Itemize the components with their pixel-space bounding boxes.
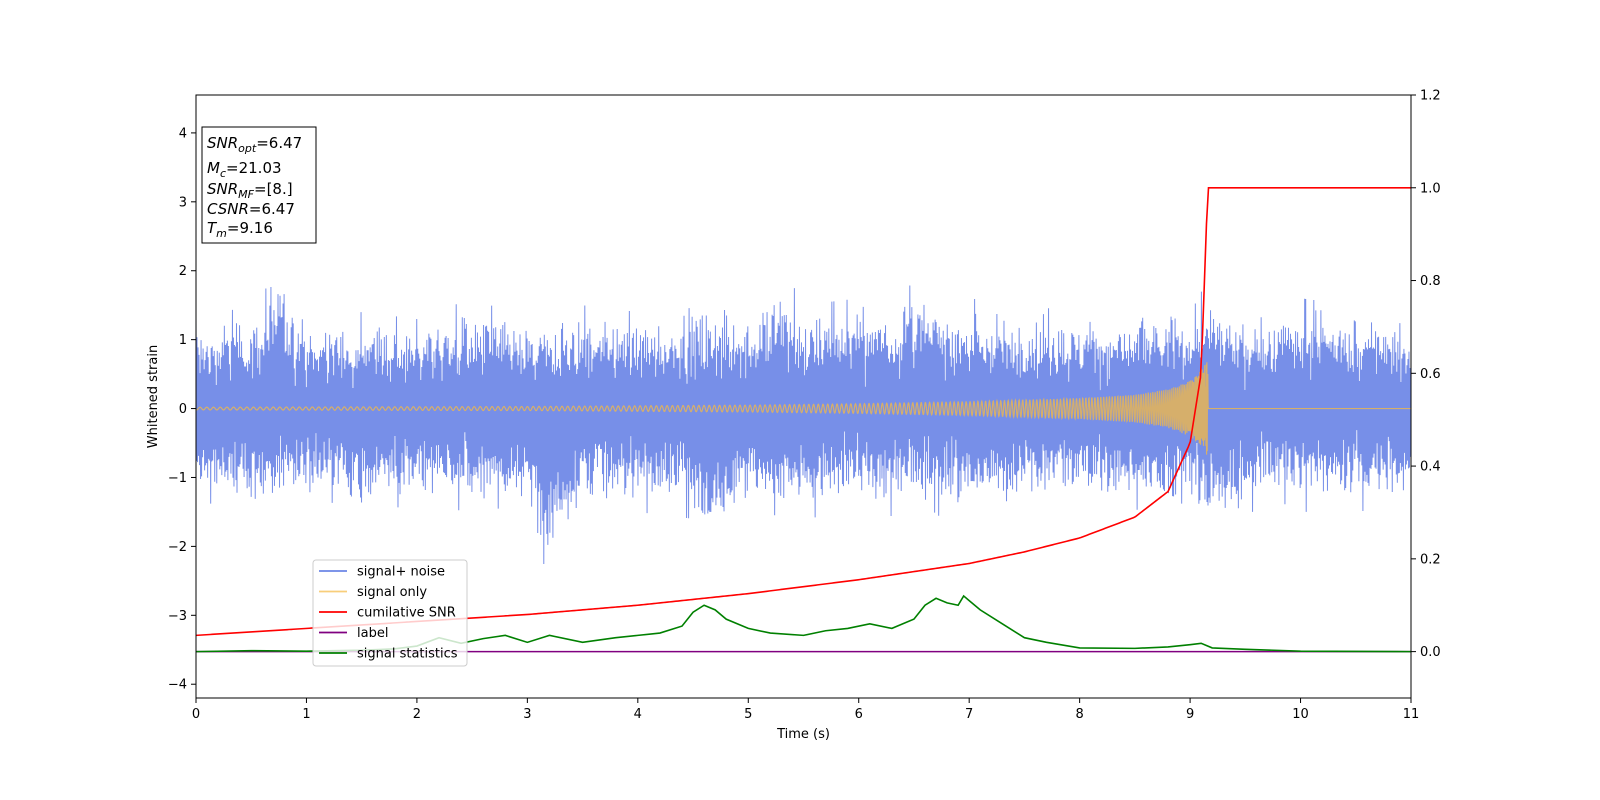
y-tick-label-left: 1 [179, 333, 187, 348]
y-axis-label: Whitened strain [146, 345, 161, 448]
x-tick-label: 8 [1075, 707, 1083, 722]
series-signal-statistics-line [196, 594, 1411, 653]
y-tick-label-left: −3 [168, 609, 187, 624]
legend: signal+ noise signal only cumilative SNR la… [312, 559, 468, 667]
x-tick-label: 10 [1292, 707, 1309, 722]
y-tick-label-left: −1 [168, 471, 187, 486]
x-tick-label: 1 [302, 707, 310, 722]
info-box-frame [201, 126, 317, 244]
legend-frame [312, 559, 468, 667]
info-annotation: Mc=21.03 [207, 159, 282, 180]
x-tick-label: 6 [855, 707, 863, 722]
x-tick-label: 9 [1186, 707, 1194, 722]
legend-item: signal+ noise [319, 565, 445, 580]
y-tick-label-right: 0.8 [1420, 274, 1441, 289]
legend-label: signal statistics [357, 647, 458, 662]
x-tick-label: 11 [1403, 707, 1420, 722]
left-y-axis: −4 −3 −2 −1 0 1 2 3 4 [168, 126, 196, 693]
legend-label: signal+ noise [357, 565, 445, 580]
x-tick-label: 0 [192, 707, 200, 722]
y-tick-label-left: 4 [179, 126, 187, 141]
y-tick-label-right: 0.0 [1420, 645, 1441, 660]
y-tick-label-left: 3 [179, 195, 187, 210]
legend-item: label [319, 626, 388, 641]
series-signal-noise-line [196, 285, 1411, 564]
info-box: SNRopt=6.47 Mc=21.03SNRMF=[8.]CSNR=6.47Tm… [201, 126, 317, 244]
y-tick-label-right: 1.2 [1420, 89, 1441, 104]
info-annotation: Tm=9.16 [207, 219, 273, 240]
legend-label: cumilative SNR [357, 606, 456, 621]
legend-item: cumilative SNR [319, 606, 456, 621]
legend-label: label [357, 626, 388, 641]
info-annotation: CSNR=6.47 [207, 200, 295, 218]
y-tick-label-left: 2 [179, 264, 187, 279]
y-tick-label-left: −2 [168, 540, 187, 555]
y-tick-label-right: 0.2 [1420, 552, 1441, 567]
x-tick-label: 7 [965, 707, 973, 722]
x-tick-label: 5 [744, 707, 752, 722]
legend-item: signal statistics [319, 647, 458, 662]
series-signal-only-line [196, 362, 1411, 455]
x-tick-label: 3 [523, 707, 531, 722]
info-annotation: SNRMF=[8.] [207, 180, 293, 201]
x-axis-label: Time (s) [776, 727, 830, 742]
y-tick-label-left: 0 [179, 402, 187, 417]
plot-frame [195, 94, 1412, 699]
info-annotation: SNRopt=6.47 [207, 134, 302, 155]
y-tick-label-left: −4 [168, 678, 187, 693]
legend-label: signal only [357, 585, 427, 600]
y-tick-label-right: 0.4 [1420, 460, 1441, 475]
y-tick-label-right: 0.6 [1420, 367, 1441, 382]
y-tick-label-right: 1.0 [1420, 181, 1441, 196]
legend-item: signal only [319, 585, 427, 600]
x-tick-label: 4 [634, 707, 642, 722]
right-y-axis: 0.0 0.2 0.4 0.6 0.8 1.0 1.2 [1411, 89, 1441, 660]
x-tick-label: 2 [413, 707, 421, 722]
x-axis: 0 1 2 3 4 5 6 7 8 9 10 11 [192, 698, 1419, 722]
